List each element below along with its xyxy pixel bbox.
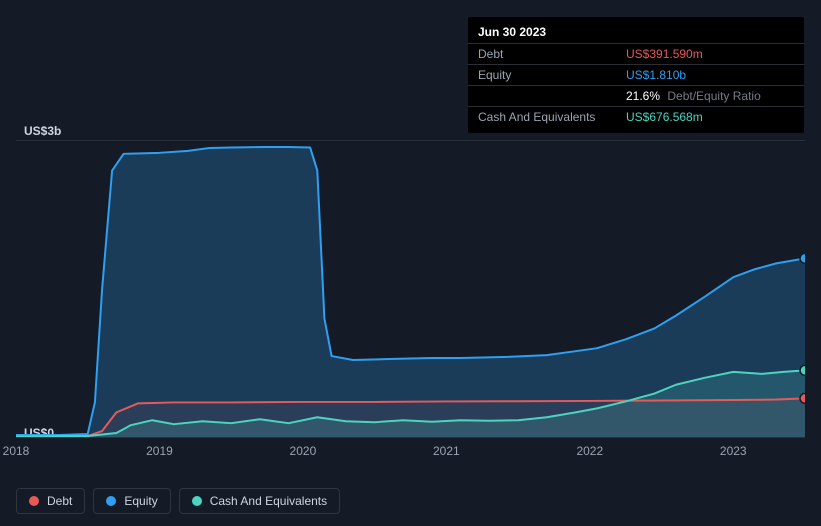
legend-label: Equity — [124, 494, 157, 508]
legend-swatch — [192, 496, 202, 506]
tooltip-label: Equity — [478, 68, 626, 82]
tooltip-value: US$676.568m — [626, 110, 794, 124]
cash-marker — [800, 365, 805, 375]
tooltip-label: Debt — [478, 47, 626, 61]
plot-region[interactable] — [16, 140, 805, 438]
chart-area: US$3b US$0 201820192020202120222023 — [16, 126, 805, 478]
tooltip-label: Cash And Equivalents — [478, 110, 626, 124]
chart-container: Jun 30 2023 DebtUS$391.590mEquityUS$1.81… — [0, 0, 821, 526]
legend-label: Cash And Equivalents — [210, 494, 327, 508]
legend-swatch — [29, 496, 39, 506]
tooltip-value: US$391.590m — [626, 47, 794, 61]
y-axis-tick-top: US$3b — [24, 124, 61, 138]
equity-marker — [800, 253, 805, 263]
tooltip-row: Cash And EquivalentsUS$676.568m — [468, 106, 804, 127]
tooltip-suffix: Debt/Equity Ratio — [664, 89, 761, 103]
legend-swatch — [106, 496, 116, 506]
legend-item-equity[interactable]: Equity — [93, 488, 170, 514]
x-axis-tick: 2023 — [720, 444, 747, 458]
plot-svg — [16, 141, 805, 437]
x-axis-tick: 2020 — [290, 444, 317, 458]
x-axis-tick: 2021 — [433, 444, 460, 458]
legend-item-debt[interactable]: Debt — [16, 488, 85, 514]
tooltip-row: DebtUS$391.590m — [468, 43, 804, 64]
legend-item-cash-and-equivalents[interactable]: Cash And Equivalents — [179, 488, 340, 514]
legend: Debt Equity Cash And Equivalents — [16, 488, 340, 514]
tooltip-row: 21.6% Debt/Equity Ratio — [468, 85, 804, 106]
tooltip-value: US$1.810b — [626, 68, 794, 82]
tooltip-value: 21.6% Debt/Equity Ratio — [626, 89, 794, 103]
tooltip-date: Jun 30 2023 — [468, 23, 804, 43]
tooltip: Jun 30 2023 DebtUS$391.590mEquityUS$1.81… — [468, 17, 804, 133]
x-axis-tick: 2019 — [146, 444, 173, 458]
x-axis-tick: 2018 — [3, 444, 30, 458]
debt-marker — [800, 393, 805, 403]
legend-label: Debt — [47, 494, 72, 508]
x-axis-tick: 2022 — [576, 444, 603, 458]
tooltip-label — [478, 89, 626, 103]
tooltip-row: EquityUS$1.810b — [468, 64, 804, 85]
